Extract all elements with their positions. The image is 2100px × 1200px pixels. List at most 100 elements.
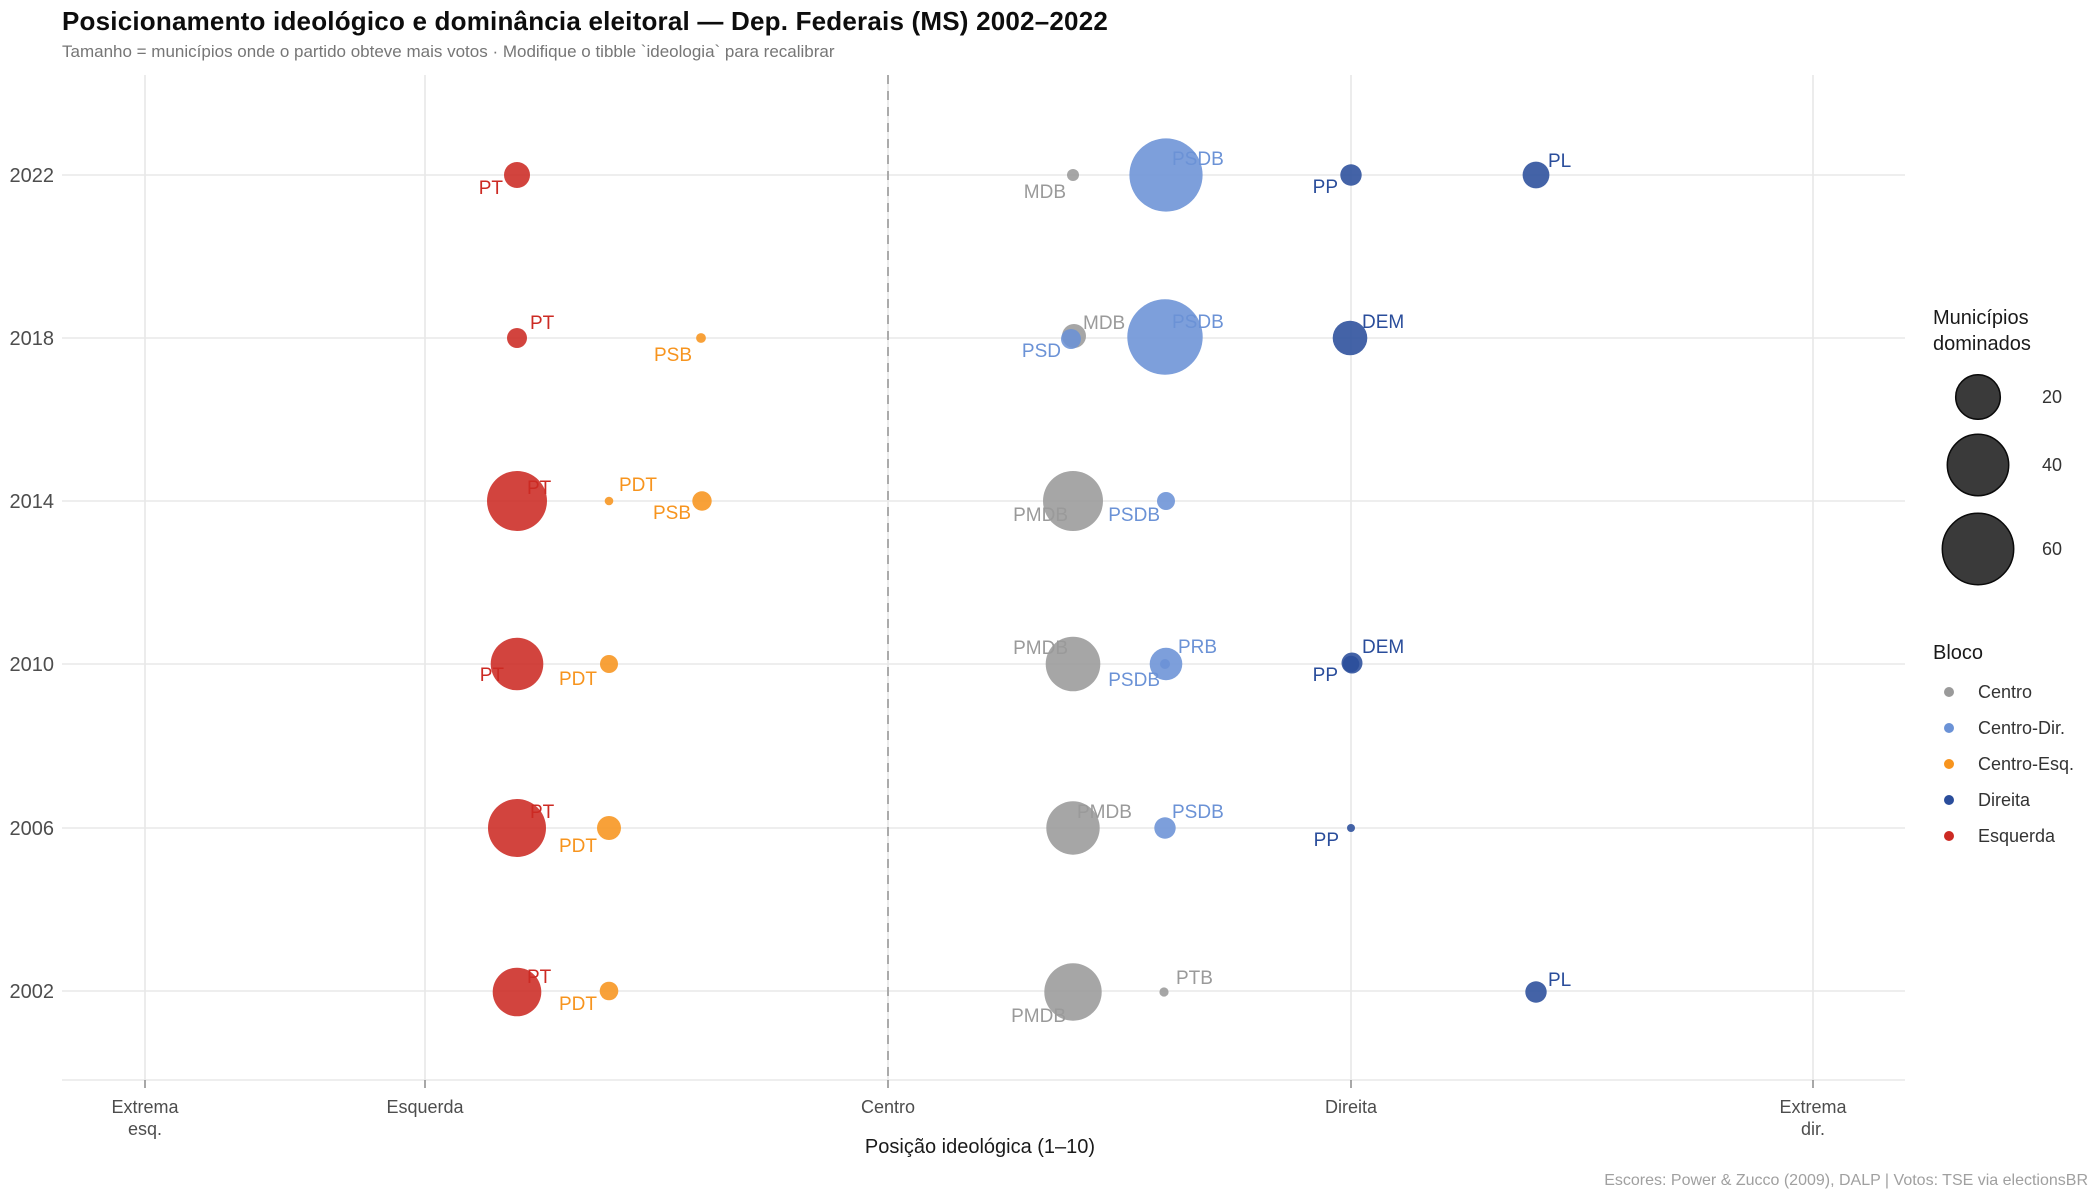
bubble-2006-PP — [1347, 824, 1355, 832]
legend-bloc-label-Centro-Dir.: Centro-Dir. — [1978, 718, 2065, 738]
bubble-2018-PSB — [696, 333, 706, 343]
bubble-label-2006-PDT: PDT — [559, 836, 597, 857]
bubble-label-2014-PDT: PDT — [619, 475, 657, 496]
bubble-label-2022-PL: PL — [1548, 151, 1571, 172]
bubble-label-2006-PSDB: PSDB — [1172, 802, 1224, 823]
bubble-label-2002-PT: PT — [527, 967, 552, 988]
y-tick-label: 2006 — [10, 818, 55, 840]
bubble-label-2014-PSDB: PSDB — [1108, 505, 1160, 526]
x-tick-label: Esquerda — [386, 1097, 464, 1117]
bubble-2006-PDT — [597, 816, 621, 840]
chart-title: Posicionamento ideológico e dominância e… — [62, 6, 1109, 36]
bubble-label-2018-DEM: DEM — [1362, 312, 1404, 333]
bubble-label-2010-DEM: DEM — [1362, 637, 1404, 658]
legend-bloc-title: Bloco — [1933, 642, 1984, 664]
bubble-2010-PT — [490, 637, 544, 691]
bubble-label-2018-PSDB: PSDB — [1172, 312, 1224, 333]
bubble-2014-PMDB — [1043, 471, 1103, 531]
bubble-2010-PMDB — [1045, 636, 1101, 692]
bubble-2014-PSDB — [1157, 492, 1175, 510]
bubble-label-2014-PT: PT — [527, 478, 552, 499]
bubble-label-2018-PT: PT — [530, 313, 555, 334]
bubble-2006-PMDB — [1046, 801, 1100, 855]
legend-size-circle-40 — [1946, 433, 2010, 497]
bubble-2018-DEM — [1332, 320, 1368, 356]
bubble-label-2014-PMDB: PMDB — [1013, 505, 1068, 526]
bubble-label-2006-PP: PP — [1314, 830, 1339, 851]
bubble-label-2022-PP: PP — [1313, 177, 1338, 198]
x-tick-label: Centro — [861, 1097, 915, 1117]
bubble-2002-PTB — [1159, 987, 1169, 997]
legend-size-circle-60 — [1941, 512, 2015, 586]
legend-size-value-40: 40 — [2042, 455, 2062, 475]
source-caption: Escores: Power & Zucco (2009), DALP | Vo… — [1604, 1172, 2088, 1189]
bubble-2018-PT — [507, 328, 527, 348]
bubble-2006-PSDB — [1154, 817, 1176, 839]
bubble-label-2022-PT: PT — [479, 178, 504, 199]
x-axis-title: Posição ideológica (1–10) — [864, 1136, 1096, 1158]
chart-subtitle: Tamanho = municípios onde o partido obte… — [62, 42, 835, 61]
bubble-2014-PT — [487, 471, 547, 531]
bubble-2010-PP — [1342, 655, 1360, 673]
bubble-label-2002-PDT: PDT — [559, 994, 597, 1015]
bubble-2006-PT — [488, 799, 546, 857]
legend-bloc-dot-Centro — [1944, 687, 1954, 697]
bubble-label-2010-PDT: PDT — [559, 669, 597, 690]
bubble-label-2018-MDB: MDB — [1083, 313, 1125, 334]
bubble-2002-PL — [1525, 981, 1547, 1003]
bubble-2010-PSDB — [1160, 659, 1170, 669]
legend-bloc-dot-Esquerda — [1944, 831, 1954, 841]
y-tick-label: 2014 — [10, 491, 55, 513]
legend-bloc-dot-Direita — [1944, 795, 1954, 805]
bubble-label-2010-PRB: PRB — [1178, 637, 1217, 658]
bubble-label-2010-PSDB: PSDB — [1108, 670, 1160, 691]
bubble-label-2006-PT: PT — [530, 802, 555, 823]
x-tick-label: dir. — [1801, 1119, 1825, 1139]
bubble-label-2006-PMDB: PMDB — [1077, 802, 1132, 823]
bubble-label-2022-MDB: MDB — [1024, 182, 1066, 203]
bubble-label-2018-PSB: PSB — [654, 345, 692, 366]
x-tick-label: Direita — [1325, 1097, 1378, 1117]
bubble-2014-PDT — [604, 496, 614, 506]
bubble-2022-PSDB — [1129, 138, 1203, 212]
legend-bloc-label-Esquerda: Esquerda — [1978, 826, 2056, 846]
bubble-2022-PT — [504, 162, 530, 188]
legend-bloc-label-Centro-Esq.: Centro-Esq. — [1978, 754, 2074, 774]
bubble-2022-PP — [1340, 164, 1362, 186]
bubble-2002-PMDB — [1044, 963, 1102, 1021]
x-tick-label: Extrema — [1779, 1097, 1847, 1117]
bubble-label-2010-PP: PP — [1313, 665, 1338, 686]
bubble-2002-PT — [492, 967, 542, 1017]
bubble-2010-PDT — [600, 655, 618, 673]
x-tick-label: Extrema — [111, 1097, 179, 1117]
y-tick-label: 2018 — [10, 328, 55, 350]
bubble-label-2018-PSD: PSD — [1022, 341, 1061, 362]
y-tick-label: 2022 — [10, 165, 55, 187]
bubble-2018-PSDB — [1127, 299, 1203, 375]
bubble-label-2022-PSDB: PSDB — [1172, 149, 1224, 170]
legend-size-value-60: 60 — [2042, 539, 2062, 559]
bubble-label-2010-PT: PT — [480, 665, 505, 686]
y-tick-label: 2010 — [10, 654, 55, 676]
x-tick-label: esq. — [128, 1119, 162, 1139]
legend-bloc-dot-Centro-Dir. — [1944, 723, 1954, 733]
legend-size-circle-20 — [1954, 373, 2002, 421]
bubble-label-2002-PTB: PTB — [1176, 968, 1213, 989]
legend-bloc-label-Centro: Centro — [1978, 682, 2032, 702]
legend-bloc-dot-Centro-Esq. — [1944, 759, 1954, 769]
bubble-2014-PSB — [692, 491, 712, 511]
legend-bloc-label-Direita: Direita — [1978, 790, 2031, 810]
legend-size-value-20: 20 — [2042, 387, 2062, 407]
legend-size-title: Municípios dominados — [1933, 307, 2031, 355]
bubble-2022-PL — [1522, 161, 1550, 189]
bubble-label-2010-PMDB: PMDB — [1013, 638, 1068, 659]
bubble-label-2002-PMDB: PMDB — [1011, 1006, 1066, 1027]
bubble-label-2014-PSB: PSB — [653, 503, 691, 524]
y-tick-label: 2002 — [10, 981, 55, 1003]
bubble-label-2002-PL: PL — [1548, 970, 1571, 991]
bubble-2022-MDB — [1067, 169, 1079, 181]
bubble-2018-PSD — [1061, 329, 1081, 349]
bubble-2002-PDT — [599, 981, 619, 1001]
